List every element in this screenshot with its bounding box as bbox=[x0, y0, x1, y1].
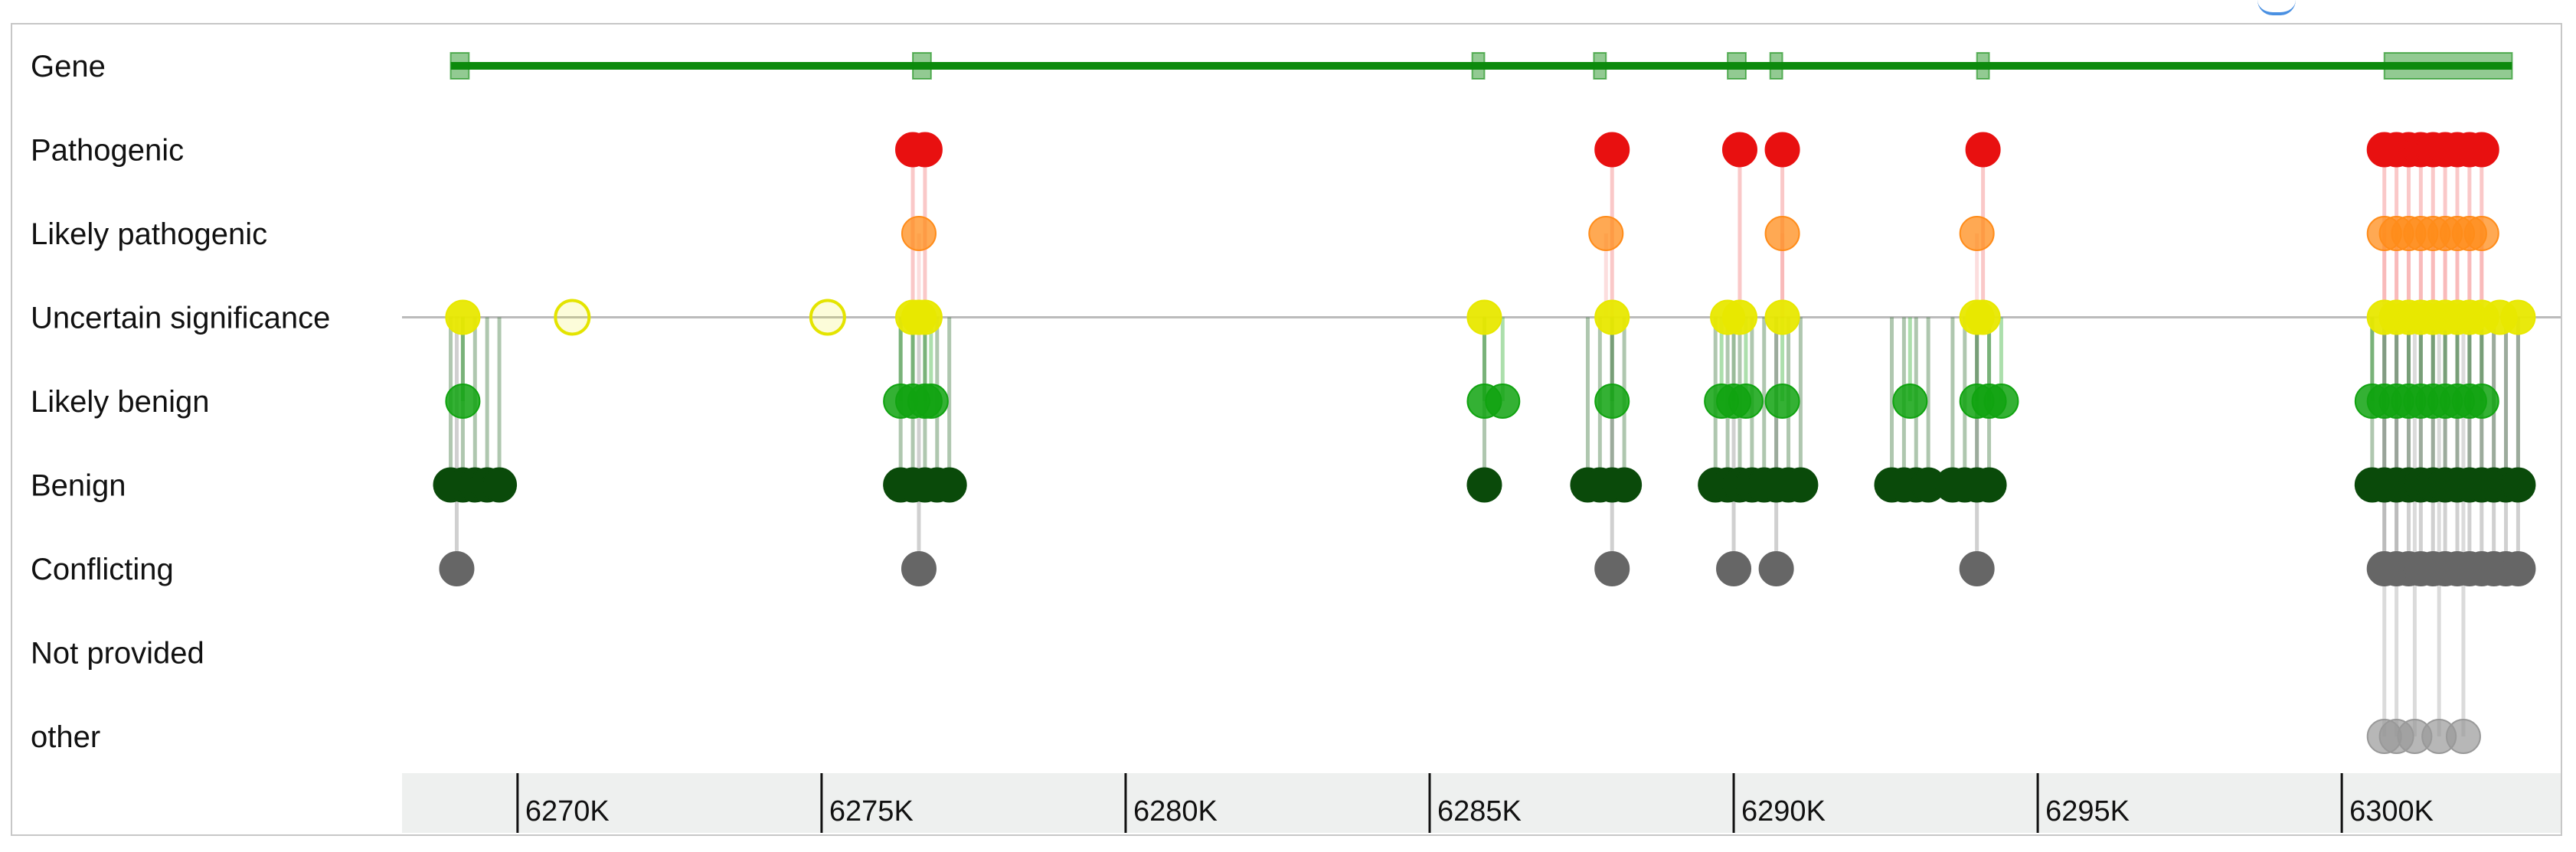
point-likely-benign bbox=[1594, 384, 1630, 419]
point-conflicting bbox=[1758, 551, 1794, 586]
point-uncertain-significance bbox=[1965, 299, 2001, 335]
point-likely-benign bbox=[1485, 384, 1521, 419]
point-benign bbox=[1971, 467, 2007, 503]
scroll-indicator-icon bbox=[2257, 0, 2296, 15]
row-label-uncertain-significance: Uncertain significance bbox=[31, 302, 330, 335]
point-uncertain-significance bbox=[2500, 299, 2536, 335]
point-benign bbox=[1466, 467, 1502, 503]
point-uncertain-significance bbox=[1764, 299, 1800, 335]
point-uncertain-significance bbox=[554, 299, 591, 336]
point-pathogenic bbox=[1965, 132, 2001, 168]
row-label-not-provided: Not provided bbox=[31, 637, 204, 671]
x-tick-label: 6300K bbox=[2349, 795, 2434, 828]
point-uncertain-significance bbox=[809, 299, 846, 336]
x-axis-band bbox=[402, 773, 2561, 833]
gene-exon bbox=[1471, 52, 1486, 80]
point-pathogenic bbox=[2463, 132, 2499, 168]
row-label-pathogenic: Pathogenic bbox=[31, 134, 184, 168]
point-likely-pathogenic bbox=[1588, 216, 1624, 251]
point-likely-benign bbox=[913, 384, 949, 419]
point-likely-pathogenic bbox=[2463, 216, 2499, 251]
gene-exon bbox=[449, 52, 470, 80]
point-benign bbox=[2500, 467, 2536, 503]
point-likely-benign bbox=[2463, 384, 2499, 419]
point-pathogenic bbox=[907, 132, 943, 168]
x-tick-label: 6280K bbox=[1133, 795, 1218, 828]
gene-exon bbox=[1976, 52, 1990, 80]
point-uncertain-significance bbox=[1721, 299, 1757, 335]
point-conflicting bbox=[901, 551, 937, 586]
gene-exon bbox=[1593, 52, 1607, 80]
point-other bbox=[2445, 719, 2481, 754]
row-label-likely-pathogenic: Likely pathogenic bbox=[31, 217, 267, 251]
point-conflicting bbox=[1594, 551, 1630, 586]
point-likely-pathogenic bbox=[901, 216, 937, 251]
x-tick-label: 6285K bbox=[1437, 795, 1522, 828]
point-conflicting bbox=[439, 551, 475, 586]
point-likely-pathogenic bbox=[1959, 216, 1995, 251]
point-likely-benign bbox=[1728, 384, 1764, 419]
x-tick-label: 6270K bbox=[525, 795, 610, 828]
point-pathogenic bbox=[1764, 132, 1800, 168]
point-uncertain-significance bbox=[445, 299, 481, 335]
gene-exon bbox=[2383, 52, 2513, 80]
point-likely-benign bbox=[1983, 384, 2019, 419]
point-pathogenic bbox=[1594, 132, 1630, 168]
chart-frame bbox=[11, 23, 2562, 836]
x-tick-label: 6290K bbox=[1741, 795, 1826, 828]
point-uncertain-significance bbox=[907, 299, 943, 335]
point-benign bbox=[1783, 467, 1819, 503]
point-likely-pathogenic bbox=[1764, 216, 1800, 251]
point-uncertain-significance bbox=[1466, 299, 1502, 335]
point-benign bbox=[482, 467, 518, 503]
point-benign bbox=[1607, 467, 1643, 503]
point-pathogenic bbox=[1721, 132, 1757, 168]
row-label-other: other bbox=[31, 720, 100, 754]
point-likely-benign bbox=[1764, 384, 1800, 419]
point-benign bbox=[931, 467, 967, 503]
row-label-likely-benign: Likely benign bbox=[31, 385, 210, 419]
row-label-gene: Gene bbox=[31, 50, 106, 83]
point-likely-benign bbox=[445, 384, 481, 419]
x-tick-label: 6275K bbox=[829, 795, 914, 828]
x-tick-label: 6295K bbox=[2045, 795, 2130, 828]
point-conflicting bbox=[1959, 551, 1995, 586]
point-uncertain-significance bbox=[1594, 299, 1630, 335]
row-label-benign: Benign bbox=[31, 469, 126, 503]
point-likely-benign bbox=[1892, 384, 1928, 419]
point-conflicting bbox=[1716, 551, 1752, 586]
row-label-conflicting: Conflicting bbox=[31, 553, 174, 586]
point-conflicting bbox=[2500, 551, 2536, 586]
gene-exon bbox=[1769, 52, 1783, 80]
gene-exon bbox=[1727, 52, 1747, 80]
gene-exon bbox=[912, 52, 932, 80]
